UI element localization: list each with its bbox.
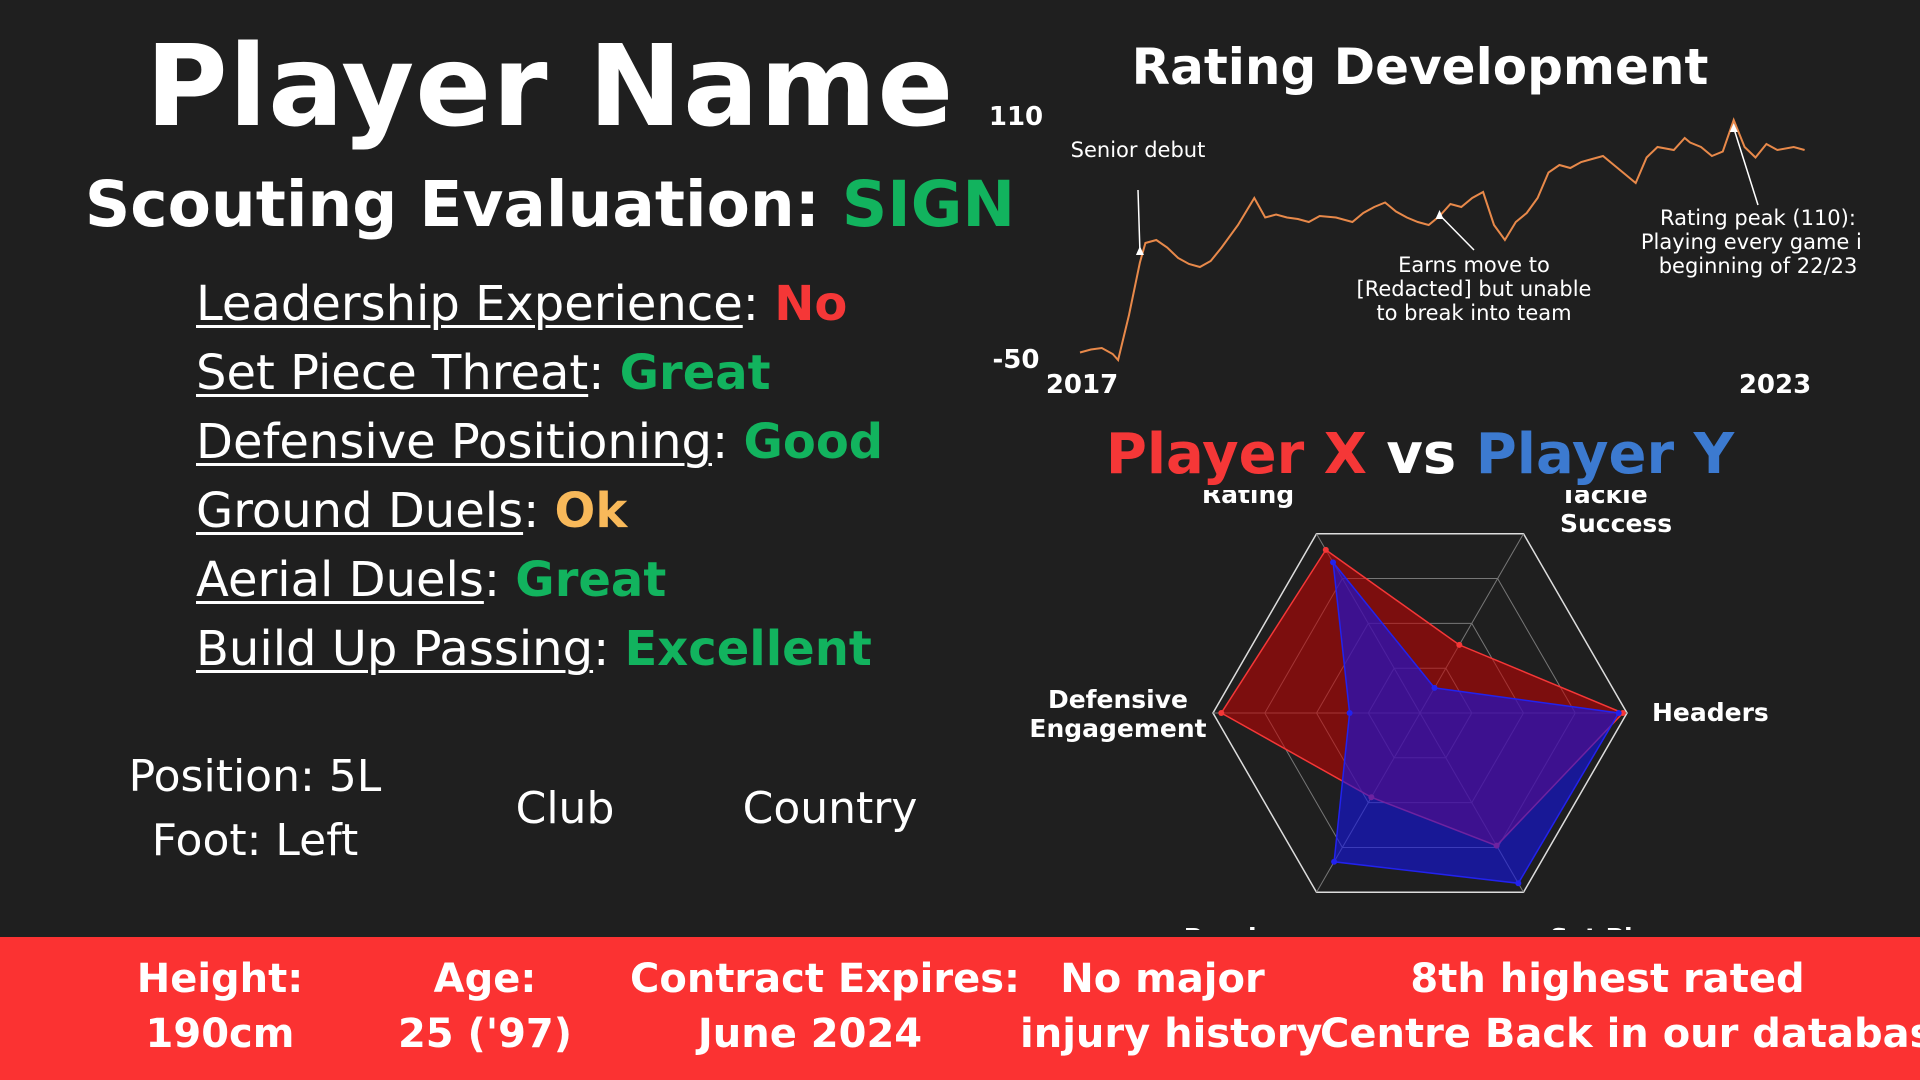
attribute-value: No bbox=[774, 276, 848, 332]
radar-point bbox=[1615, 710, 1622, 716]
x-tick-label: 2017 bbox=[1046, 370, 1118, 400]
fact-contract: Contract Expires: June 2024 bbox=[630, 952, 1021, 1062]
attribute-value: Good bbox=[743, 414, 884, 470]
annotation-arrowhead bbox=[1435, 210, 1444, 219]
attribute-name: Set Piece Threat bbox=[196, 345, 589, 401]
club-text: Club bbox=[515, 783, 615, 834]
fact-line: injury history bbox=[1020, 1011, 1323, 1057]
radar-point bbox=[1331, 858, 1338, 865]
radar-axis-label: Passing bbox=[1184, 923, 1293, 930]
fact-line: 25 ('97) bbox=[397, 1011, 573, 1057]
fact-line: Contract Expires: bbox=[630, 956, 1021, 1002]
player-name: Player Name bbox=[145, 22, 955, 152]
attribute-row: Build Up Passing: Excellent bbox=[196, 621, 872, 677]
radar-title-player-y: Player Y bbox=[1475, 422, 1735, 487]
radar-axis-label: Headers bbox=[1652, 698, 1769, 727]
radar-axis-label: Success bbox=[1560, 509, 1672, 538]
fact-line: 190cm bbox=[145, 1011, 295, 1057]
y-tick-label: 110 bbox=[989, 102, 1043, 132]
position-text: Position: 5L bbox=[128, 751, 382, 802]
attribute-row: Set Piece Threat: Great bbox=[196, 345, 771, 401]
position-foot: Position: 5L Foot: Left bbox=[100, 745, 410, 873]
annotation-arrowhead bbox=[1729, 123, 1738, 132]
x-tick-label: 2023 bbox=[1739, 370, 1811, 400]
radar-point bbox=[1456, 641, 1463, 648]
attribute-row: Defensive Positioning: Good bbox=[196, 414, 884, 470]
evaluation-label: Scouting Evaluation: bbox=[84, 168, 820, 241]
radar-title-player-x: Player X bbox=[1105, 422, 1367, 487]
attribute-name: Ground Duels bbox=[196, 483, 524, 539]
attribute-name: Build Up Passing bbox=[196, 621, 594, 677]
fact-line: Age: bbox=[433, 956, 537, 1002]
radar-axis-label: Rating bbox=[1202, 490, 1294, 509]
attribute-value: Great bbox=[619, 345, 771, 401]
fact-line: June 2024 bbox=[697, 1011, 923, 1057]
annotation-arrow bbox=[1137, 189, 1141, 252]
fact-ranking: 8th highest rated Centre Back in our dat… bbox=[1320, 952, 1920, 1062]
annotation-text: Earns move to bbox=[1398, 253, 1550, 277]
radar-axis-label: Defensive bbox=[1048, 685, 1188, 714]
key-facts-bar bbox=[0, 937, 1920, 1080]
attribute-name: Leadership Experience bbox=[196, 276, 743, 332]
attribute-value: Ok bbox=[554, 483, 628, 539]
line-chart-title: Rating Development bbox=[1131, 38, 1709, 96]
annotation-arrow bbox=[1439, 214, 1475, 251]
radar-axis-label: Engagement bbox=[1029, 714, 1206, 743]
attribute-name: Aerial Duels bbox=[196, 552, 484, 608]
radar-point bbox=[1431, 684, 1438, 691]
radar-point bbox=[1322, 546, 1329, 553]
annotation-text: [Redacted] but unable bbox=[1357, 277, 1592, 301]
annotation-text: Senior debut bbox=[1071, 138, 1206, 162]
evaluation-verdict: SIGN bbox=[841, 168, 1016, 241]
country-text: Country bbox=[742, 783, 918, 834]
radar-point bbox=[1346, 710, 1353, 716]
attribute-list: Leadership Experience: No Set Piece Thre… bbox=[196, 270, 883, 684]
radar-point bbox=[1515, 880, 1522, 887]
fact-line: Height: bbox=[136, 956, 304, 1002]
rating-series-line bbox=[1079, 117, 1805, 363]
attribute-row: Aerial Duels: Great bbox=[196, 552, 667, 608]
annotation-text: Playing every game in bbox=[1641, 230, 1860, 254]
attribute-value: Excellent bbox=[624, 621, 872, 677]
foot-text: Foot: Left bbox=[151, 815, 359, 866]
radar-chart-title: Player X vs Player Y bbox=[1000, 422, 1840, 487]
annotation-arrowhead bbox=[1135, 246, 1144, 255]
radar-axis-label: Tackle bbox=[1560, 490, 1648, 509]
annotation-text: Rating peak (110): bbox=[1660, 206, 1856, 230]
fact-age: Age: 25 ('97) bbox=[370, 952, 600, 1062]
annotation-text: beginning of 22/23 bbox=[1659, 254, 1858, 278]
fact-height: Height: 190cm bbox=[120, 952, 320, 1062]
annotation-arrow bbox=[1733, 127, 1759, 206]
attribute-row: Ground Duels: Ok bbox=[196, 483, 628, 539]
fact-line: Centre Back in our database bbox=[1320, 1011, 1920, 1057]
y-tick-label: -50 bbox=[993, 345, 1040, 375]
annotation-text: to break into team bbox=[1376, 301, 1571, 325]
fact-line: No major bbox=[1060, 956, 1265, 1002]
radar-title-vs: vs bbox=[1366, 422, 1476, 487]
radar-axis-label: Set Pieces bbox=[1550, 923, 1696, 930]
fact-injury: No major injury history bbox=[1020, 952, 1323, 1062]
fact-line: 8th highest rated bbox=[1410, 956, 1805, 1002]
scouting-evaluation: Scouting Evaluation: SIGN bbox=[0, 168, 1100, 241]
attribute-row: Leadership Experience: No bbox=[196, 276, 848, 332]
attribute-name: Defensive Positioning bbox=[196, 414, 712, 470]
radar-point bbox=[1218, 710, 1225, 716]
radar-point bbox=[1619, 710, 1626, 716]
radar-point bbox=[1330, 559, 1337, 566]
attribute-value: Great bbox=[515, 552, 667, 608]
